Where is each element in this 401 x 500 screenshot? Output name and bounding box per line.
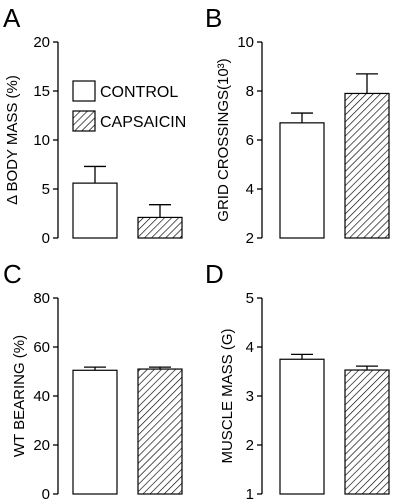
y-tick-label: 60 [33, 339, 50, 356]
legend: CONTROL CAPSAICIN [72, 80, 186, 132]
bar-capsaicin [137, 368, 183, 495]
y-tick-label: 10 [33, 132, 50, 149]
y-tick-label: 8 [246, 83, 254, 100]
bar-control [72, 369, 118, 495]
panel-letter: C [3, 259, 22, 289]
panel-letter: A [3, 3, 21, 33]
bar-capsaicin [344, 369, 390, 495]
legend-swatch-control [72, 80, 96, 102]
bar-control [279, 358, 325, 495]
y-tick-label: 0 [42, 486, 50, 500]
y-axis-label: WT BEARING (%) [11, 335, 28, 457]
bar-control [72, 182, 118, 239]
panel-d: D 1 2 3 4 5 MUSCLE MASS (G) [205, 259, 390, 500]
legend-label-control: CONTROL [100, 84, 178, 101]
legend-label-capsaicin: CAPSAICIN [100, 114, 186, 131]
y-tick-label: 4 [246, 181, 254, 198]
y-tick-label: 10 [237, 34, 254, 51]
panel-letter: B [205, 3, 222, 33]
y-tick-label: 20 [33, 437, 50, 454]
y-tick-label: 5 [42, 181, 50, 198]
panel-a: A 0 5 10 15 20 Δ BODY MASS (%) [3, 3, 183, 247]
y-axis-label: GRID CROSSINGS(10³) [215, 58, 232, 221]
y-axis-label: Δ BODY MASS (%) [4, 75, 21, 205]
y-tick-label: 2 [246, 437, 254, 454]
panel-letter: D [205, 259, 224, 289]
y-tick-label: 6 [246, 132, 254, 149]
y-tick-label: 5 [246, 290, 254, 307]
y-axis-label: MUSCLE MASS (G) [219, 328, 236, 463]
bar-capsaicin [344, 92, 390, 239]
panel-b: B 2 4 6 8 10 GRID CROSSINGS(10³) [205, 3, 390, 247]
bar-control [279, 122, 325, 239]
bar-capsaicin [137, 216, 183, 239]
y-tick-label: 3 [246, 388, 254, 405]
y-tick-label: 20 [33, 34, 50, 51]
legend-swatch-capsaicin [72, 110, 96, 132]
y-tick-label: 2 [246, 230, 254, 247]
y-tick-label: 0 [42, 230, 50, 247]
y-tick-label: 15 [33, 83, 50, 100]
y-tick-label: 4 [246, 339, 254, 356]
y-tick-label: 1 [246, 486, 254, 500]
panel-c: C 0 20 40 60 80 WT BEARING (%) [3, 259, 183, 500]
y-tick-label: 80 [33, 290, 50, 307]
y-tick-label: 40 [33, 388, 50, 405]
